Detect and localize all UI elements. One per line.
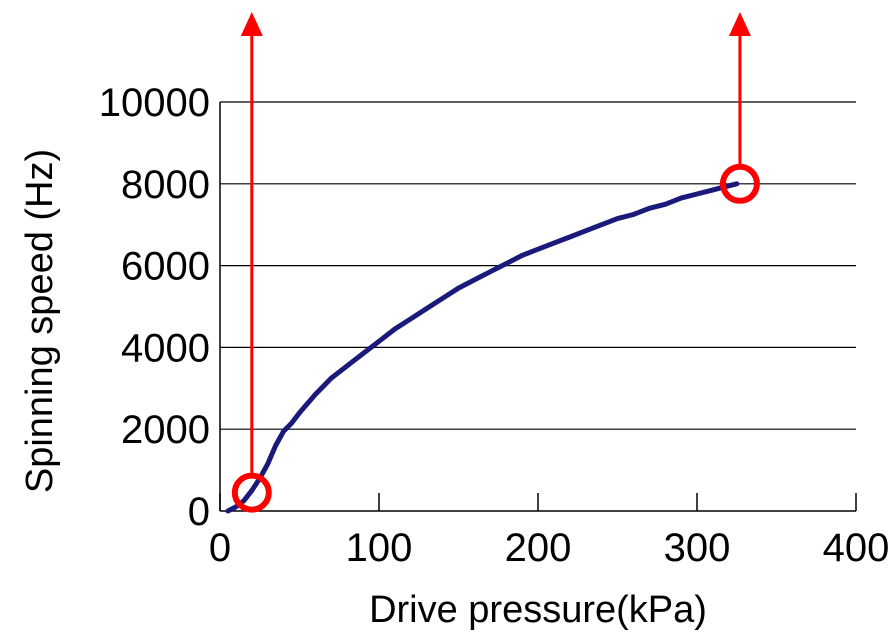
- x-tick-label: 0: [209, 526, 231, 570]
- y-tick-labels: 0 2000 4000 6000 8000 10000: [99, 81, 210, 534]
- y-tick-label: 6000: [121, 245, 210, 289]
- y-tick-label: 0: [188, 490, 210, 534]
- x-tick-labels: 0 100 200 300 400: [209, 526, 890, 570]
- axes: [219, 102, 857, 512]
- series-line: [225, 181, 740, 514]
- x-tick-label: 300: [664, 526, 731, 570]
- x-axis-title: Drive pressure(kPa): [369, 589, 707, 631]
- y-tick-label: 2000: [121, 408, 210, 452]
- y-tick-label: 10000: [99, 81, 210, 125]
- arrow-head: [240, 12, 263, 36]
- y-tick-label: 4000: [121, 326, 210, 370]
- x-tick-label: 100: [346, 526, 413, 570]
- data-series: [225, 181, 740, 514]
- y-tick-label: 8000: [121, 163, 210, 207]
- annotations: [231, 12, 760, 513]
- grid-lines: [220, 101, 856, 430]
- highlight-circle: [719, 163, 760, 204]
- highlight-circle: [231, 472, 272, 513]
- x-tick-label: 200: [505, 526, 572, 570]
- arrow-head: [728, 12, 751, 36]
- y-axis-title: Spinning speed (Hz): [19, 149, 61, 493]
- x-tick-label: 400: [823, 526, 890, 570]
